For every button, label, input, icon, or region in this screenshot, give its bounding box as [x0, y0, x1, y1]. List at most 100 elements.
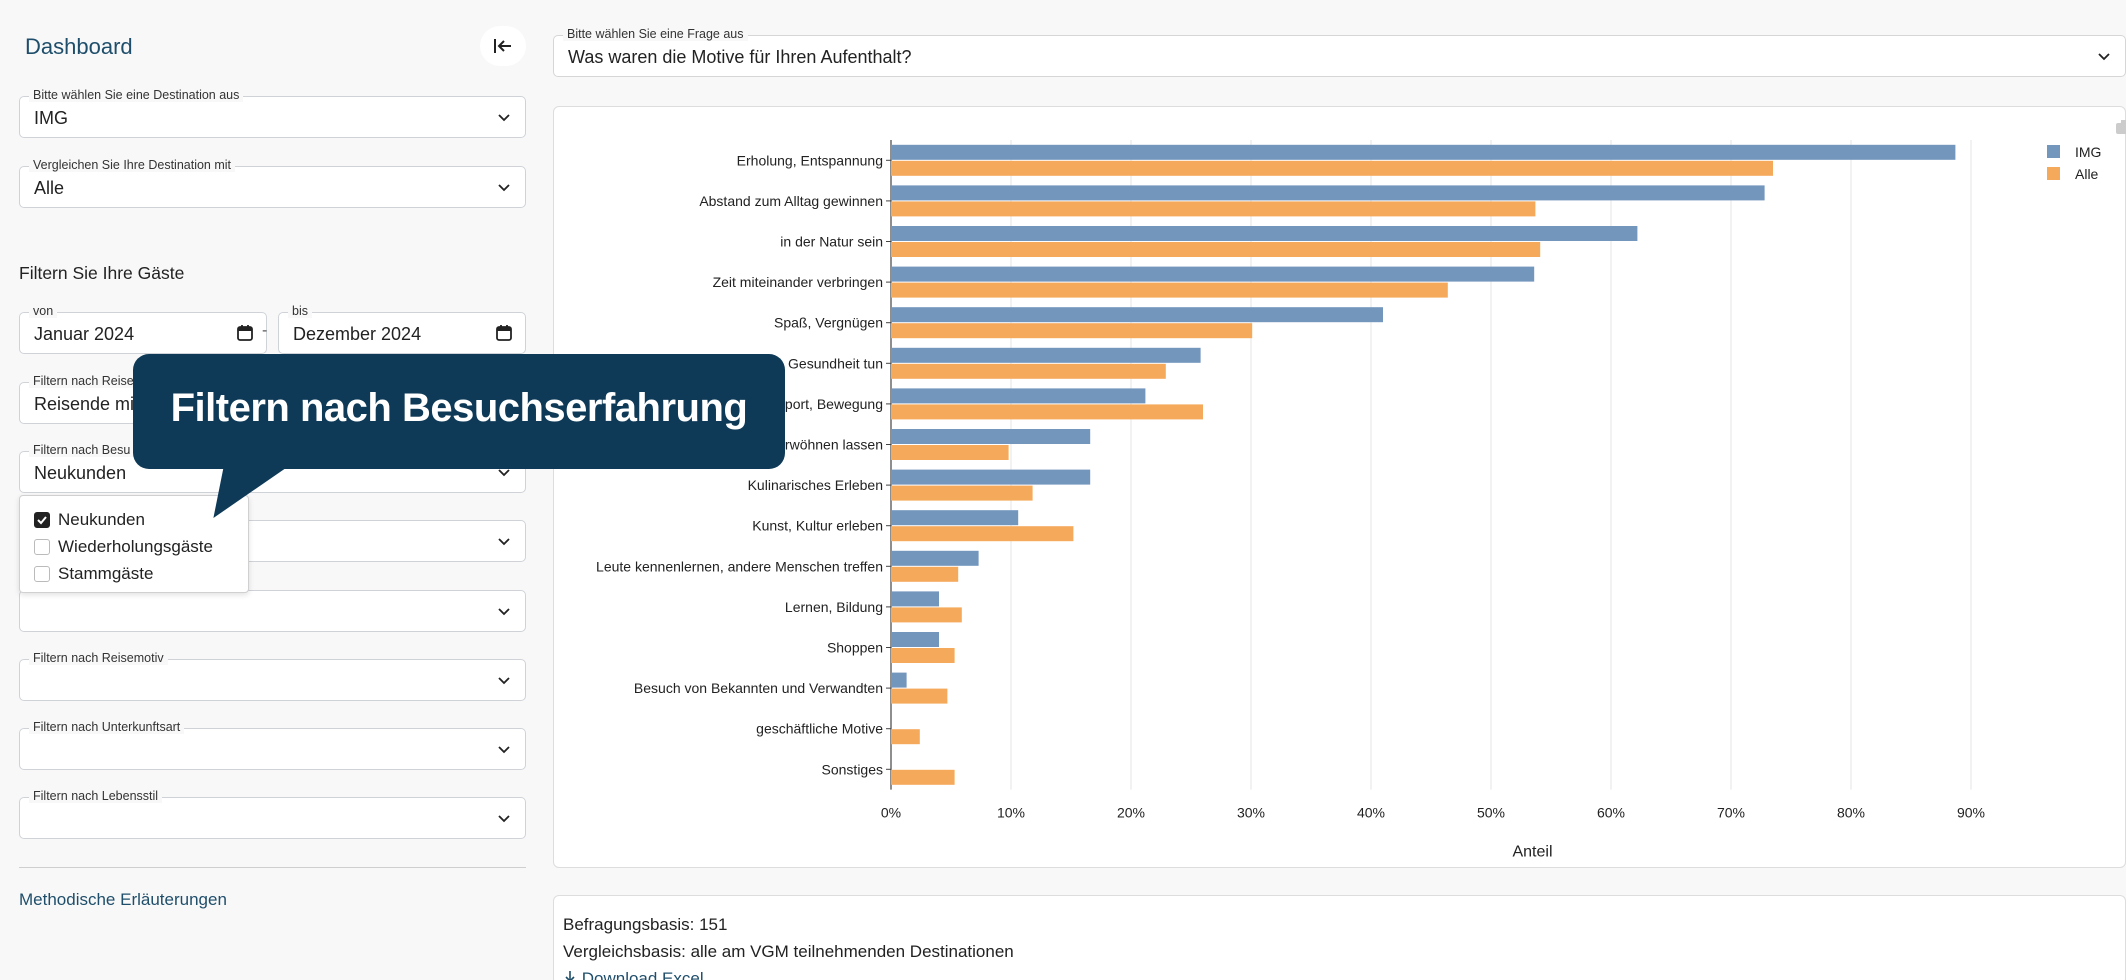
- bar-alle: [891, 688, 948, 704]
- bar-alle: [891, 526, 1074, 542]
- bar-alle: [891, 445, 1009, 460]
- checkbox-icon[interactable]: [34, 565, 50, 582]
- bar-img: [891, 632, 939, 647]
- reisegruppe-label: Filtern nach Reise: [29, 374, 138, 388]
- bar-img: [891, 266, 1535, 282]
- download-excel-label: Download Excel: [581, 969, 704, 980]
- bar-alle: [891, 242, 1541, 257]
- category-label: Besuch von Bekannten und Verwandten: [634, 680, 883, 696]
- legend-label: IMG: [2075, 144, 2101, 160]
- besuchserfahrung-label: Filtern nach Besu: [29, 443, 135, 457]
- calendar-icon[interactable]: [495, 324, 513, 342]
- befragungsbasis-text: Befragungsbasis: 151: [563, 915, 728, 934]
- x-tick-label: 70%: [1717, 805, 1745, 821]
- bar-img: [891, 429, 1091, 444]
- category-label: Lernen, Bildung: [785, 599, 883, 615]
- besuchserfahrung-value: Neukunden: [34, 463, 127, 483]
- download-excel-link[interactable]: Download Excel: [563, 965, 2116, 980]
- download-icon: [565, 971, 575, 980]
- destination-select[interactable]: Bitte wählen Sie eine Destination aus IM…: [19, 88, 526, 138]
- callout-text: Filtern nach Besuchserfahrung: [170, 386, 748, 430]
- category-label: Sport, Bewegung: [776, 396, 883, 412]
- vergleichsbasis-text: Vergleichsbasis: alle am VGM teilnehmend…: [563, 942, 1014, 961]
- option-wiederholungsgaeste[interactable]: Wiederholungsgäste: [20, 533, 248, 560]
- collapse-left-icon: [494, 39, 511, 53]
- bar-img: [891, 185, 1765, 201]
- date-to-value: Dezember 2024: [293, 324, 422, 344]
- option-label: Neukunden: [58, 509, 145, 529]
- chevron-down-icon: [498, 815, 510, 823]
- bar-alle: [891, 566, 959, 582]
- bar-img: [891, 144, 1956, 160]
- category-label: Abstand zum Alltag gewinnen: [699, 193, 883, 209]
- collapse-sidebar-button[interactable]: [480, 26, 526, 66]
- x-axis-title: Anteil: [1512, 844, 1552, 861]
- chevron-down-icon: [498, 114, 510, 122]
- chart-card: 0% 10% 20% 30% 40% 50% 60% 70% 80% 90% Erholung, E…: [553, 106, 2126, 868]
- chevron-down-icon: [498, 677, 510, 685]
- calendar-icon[interactable]: [236, 324, 254, 342]
- compare-select[interactable]: Vergleichen Sie Ihre Destination mit All…: [19, 158, 526, 208]
- bar-alle: [891, 363, 1166, 379]
- filter-select-hidden-2[interactable]: [19, 590, 526, 632]
- lebensstil-label: Filtern nach Lebensstil: [29, 789, 163, 803]
- bar-img: [891, 307, 1383, 323]
- lebensstil-select[interactable]: Filtern nach Lebensstil: [19, 789, 526, 839]
- category-label: Gesundheit tun: [788, 355, 883, 371]
- bar-img: [891, 510, 1019, 526]
- bar-alle: [891, 607, 962, 623]
- date-from-input[interactable]: von Januar 2024: [19, 304, 267, 354]
- category-label: Erholung, Entspannung: [737, 152, 883, 168]
- tooltip-callout: Filtern nach Besuchserfahrung: [133, 354, 785, 469]
- question-select[interactable]: Bitte wählen Sie eine Frage aus Was ware…: [553, 27, 2126, 77]
- category-label: Shoppen: [827, 640, 883, 656]
- bar-img: [891, 226, 1638, 241]
- bar-alle: [891, 282, 1448, 298]
- info-card: Befragungsbasis: 151 Vergleichsbasis: al…: [553, 895, 2126, 980]
- bar-alle: [891, 729, 920, 745]
- chevron-down-icon: [498, 746, 510, 754]
- legend-swatch: [2047, 145, 2060, 158]
- legend-label: Alle: [2075, 166, 2099, 182]
- date-to-label: bis: [288, 304, 312, 318]
- chevron-down-icon: [498, 608, 510, 616]
- reisemotiv-select[interactable]: Filtern nach Reisemotiv: [19, 651, 526, 701]
- chevron-down-icon: [498, 184, 510, 192]
- sidebar-divider: [19, 867, 526, 868]
- category-label: Kunst, Kultur erleben: [752, 518, 883, 534]
- reisemotiv-label: Filtern nach Reisemotiv: [29, 651, 168, 665]
- checkbox-checked-icon[interactable]: [34, 511, 50, 528]
- x-tick-label: 30%: [1237, 805, 1265, 821]
- option-stammgaeste[interactable]: Stammgäste: [20, 560, 248, 587]
- category-label: Sonstiges: [822, 761, 883, 777]
- method-link[interactable]: Methodische Erläuterungen: [19, 890, 227, 909]
- checkbox-icon[interactable]: [34, 538, 50, 555]
- bar-chart: 0% 10% 20% 30% 40% 50% 60% 70% 80% 90% Erholung, E…: [596, 140, 2101, 861]
- x-tick-label: 10%: [997, 805, 1025, 821]
- bar-img: [891, 388, 1146, 404]
- x-tick-label: 50%: [1477, 805, 1505, 821]
- home-icon[interactable]: [2115, 119, 2126, 135]
- bar-alle: [891, 201, 1536, 217]
- x-tick-label: 0%: [881, 805, 901, 821]
- category-label: Zeit miteinander verbringen: [713, 274, 883, 290]
- x-tick-label: 90%: [1957, 805, 1985, 821]
- legend-swatch: [2047, 167, 2060, 180]
- date-to-input[interactable]: bis Dezember 2024: [278, 304, 526, 354]
- bar-img: [891, 672, 907, 688]
- unterkunft-select[interactable]: Filtern nach Unterkunftsart: [19, 720, 526, 770]
- unterkunft-label: Filtern nach Unterkunftsart: [29, 720, 185, 734]
- date-from-value: Januar 2024: [34, 324, 135, 344]
- category-label: verwöhnen lassen: [770, 437, 883, 453]
- chevron-down-icon: [2098, 53, 2110, 61]
- bar-img: [891, 469, 1091, 485]
- reisegruppe-value: Reisende mit: [34, 394, 140, 414]
- option-label: Wiederholungsgäste: [58, 536, 213, 556]
- destination-value: IMG: [34, 108, 68, 128]
- option-neukunden[interactable]: Neukunden: [20, 506, 248, 533]
- dashboard-title: Dashboard: [25, 34, 133, 59]
- date-from-label: von: [29, 304, 58, 318]
- category-label: Kulinarisches Erleben: [748, 477, 883, 493]
- x-tick-label: 60%: [1597, 805, 1625, 821]
- destination-label: Bitte wählen Sie eine Destination aus: [29, 88, 244, 102]
